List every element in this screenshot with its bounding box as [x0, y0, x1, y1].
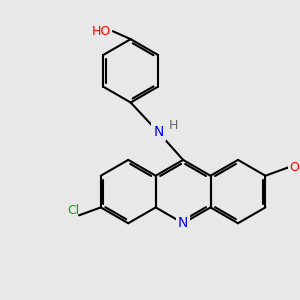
Text: HO: HO — [92, 25, 111, 38]
Text: N: N — [178, 216, 188, 230]
Text: N: N — [153, 125, 164, 139]
Text: H: H — [169, 119, 178, 132]
Text: O: O — [289, 161, 299, 174]
Text: Cl: Cl — [67, 204, 79, 217]
